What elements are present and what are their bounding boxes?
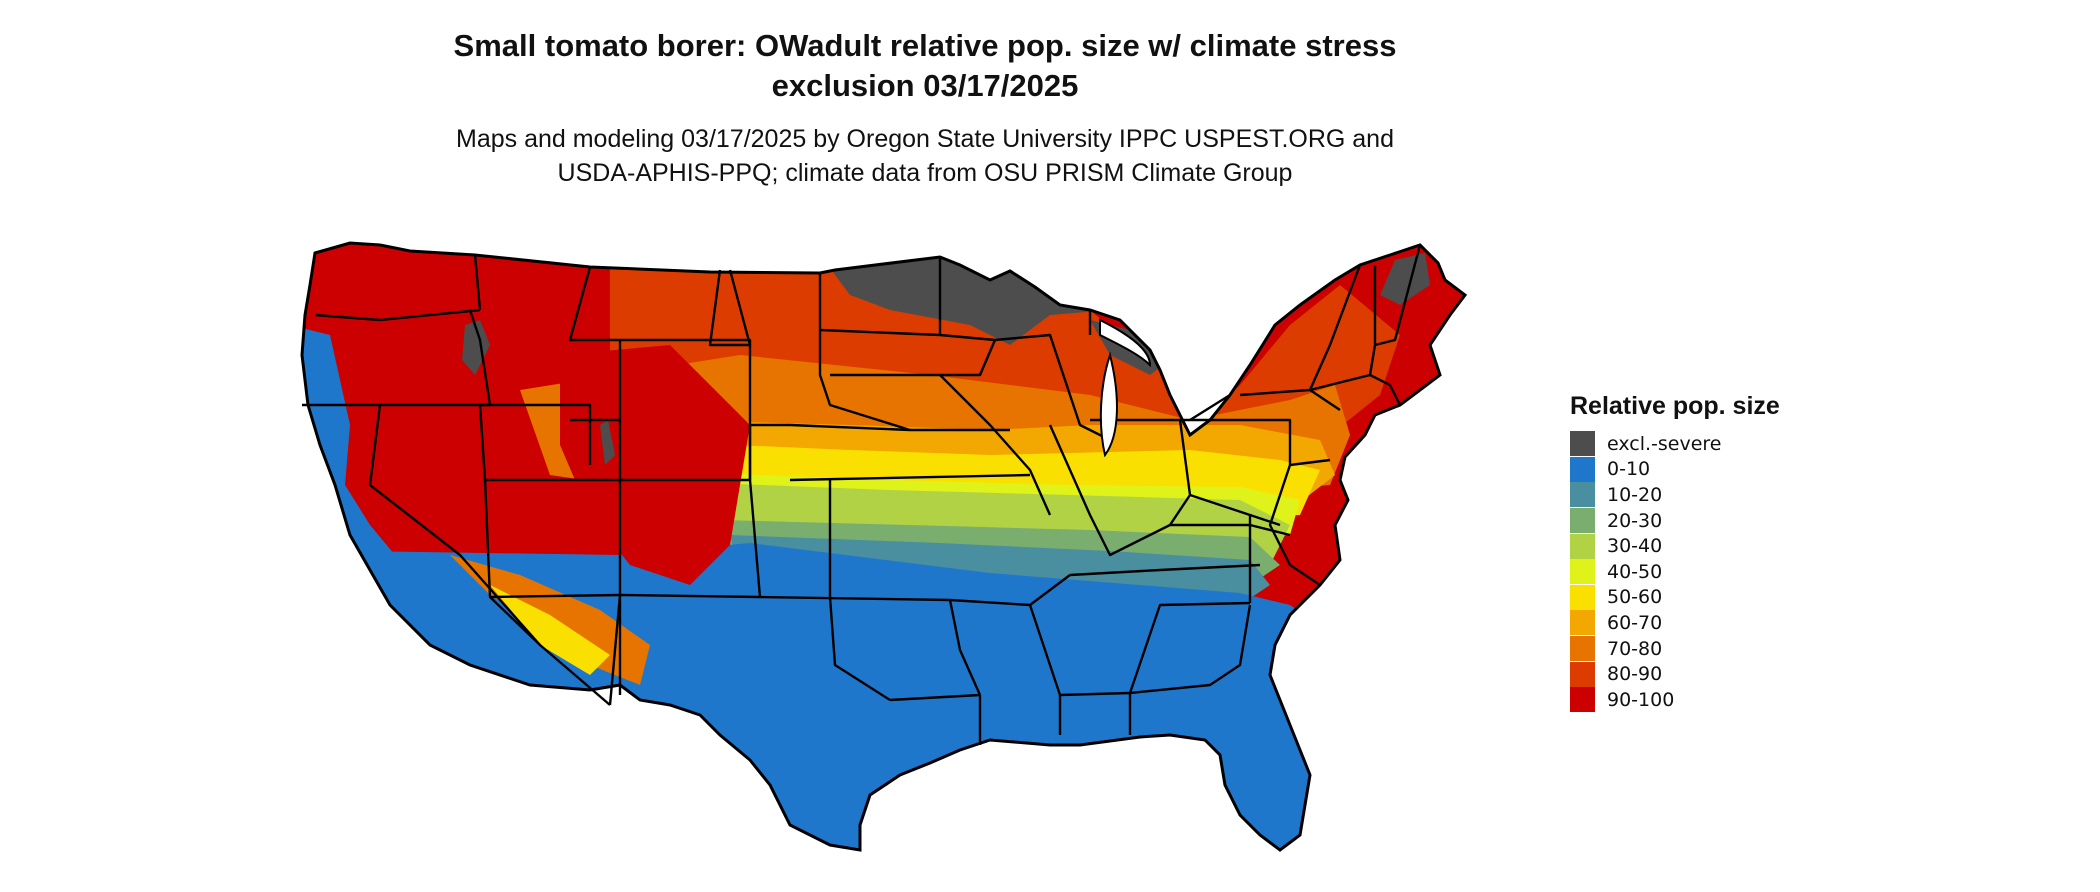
- legend-label: 10-20: [1607, 483, 1663, 506]
- legend-item: 40-50: [1570, 559, 1780, 585]
- legend-swatch: [1570, 456, 1595, 482]
- legend-label: 90-100: [1607, 688, 1675, 711]
- legend-swatch: [1570, 533, 1595, 559]
- legend-label: excl.-severe: [1607, 432, 1722, 455]
- legend-label: 20-30: [1607, 509, 1663, 532]
- legend-label: 40-50: [1607, 560, 1663, 583]
- legend-swatch: [1570, 661, 1595, 687]
- legend-item: excl.-severe: [1570, 431, 1780, 457]
- legend-item: 60-70: [1570, 610, 1780, 636]
- legend-item: 70-80: [1570, 636, 1780, 662]
- legend-item: 30-40: [1570, 533, 1780, 559]
- legend-item: 20-30: [1570, 508, 1780, 534]
- legend-title: Relative pop. size: [1570, 392, 1780, 420]
- legend-label: 80-90: [1607, 663, 1663, 686]
- legend-swatch: [1570, 636, 1595, 662]
- legend-label: 0-10: [1607, 458, 1651, 481]
- legend-swatch: [1570, 584, 1595, 610]
- legend-swatch: [1570, 431, 1595, 457]
- legend-item: 90-100: [1570, 687, 1780, 713]
- title-line-1: Small tomato borer: OWadult relative pop…: [453, 28, 1397, 63]
- legend-swatch: [1570, 610, 1595, 636]
- legend-item: 80-90: [1570, 661, 1780, 687]
- legend-item: 0-10: [1570, 456, 1780, 483]
- legend-item: 50-60: [1570, 584, 1780, 611]
- legend-item: 10-20: [1570, 482, 1780, 508]
- legend: Relative pop. size excl.-severe 0-10 10-20…: [1570, 392, 1780, 713]
- subtitle-line-2: USDA-APHIS-PPQ; climate data from OSU PR…: [557, 159, 1293, 187]
- legend-label: 70-80: [1607, 637, 1663, 660]
- legend-swatch: [1570, 508, 1595, 534]
- us-population-map: [300, 241, 1468, 852]
- map-title: Small tomato borer: OWadult relative pop…: [0, 26, 1850, 106]
- legend-swatch: [1570, 482, 1595, 508]
- title-line-2: exclusion 03/17/2025: [771, 68, 1079, 103]
- subtitle-line-1: Maps and modeling 03/17/2025 by Oregon S…: [456, 125, 1394, 153]
- legend-swatch: [1570, 559, 1595, 585]
- map-subtitle: Maps and modeling 03/17/2025 by Oregon S…: [0, 122, 1850, 190]
- legend-swatch: [1570, 687, 1595, 713]
- legend-items: excl.-severe 0-10 10-20 20-30 30-40 40-50 50-6…: [1570, 431, 1780, 713]
- legend-label: 50-60: [1607, 586, 1663, 609]
- legend-label: 30-40: [1607, 535, 1663, 558]
- legend-label: 60-70: [1607, 611, 1663, 634]
